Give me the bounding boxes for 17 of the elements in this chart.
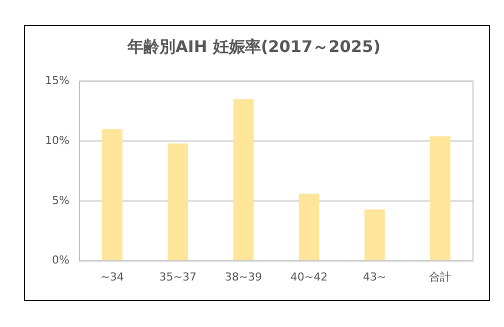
y-tick-label: 15% bbox=[44, 74, 70, 88]
bar bbox=[430, 136, 450, 260]
x-tick-label: 38~39 bbox=[224, 270, 262, 284]
x-tick-label: 43~ bbox=[363, 270, 386, 284]
bar bbox=[364, 209, 385, 260]
y-tick-label: 10% bbox=[44, 134, 70, 147]
y-tick-label: 5% bbox=[52, 194, 70, 207]
x-tick-label: 40~42 bbox=[290, 270, 328, 284]
x-tick-label: 合計 bbox=[429, 270, 452, 284]
bar bbox=[233, 99, 254, 260]
bar bbox=[168, 143, 188, 260]
chart-title: 年齢別AIH 妊娠率(2017～2025) bbox=[126, 36, 380, 56]
x-tick-label: ~34 bbox=[100, 270, 124, 284]
bar bbox=[102, 129, 122, 260]
x-tick-label: 35~37 bbox=[159, 270, 196, 284]
y-tick-label: 0% bbox=[52, 254, 70, 267]
bar bbox=[298, 194, 320, 260]
